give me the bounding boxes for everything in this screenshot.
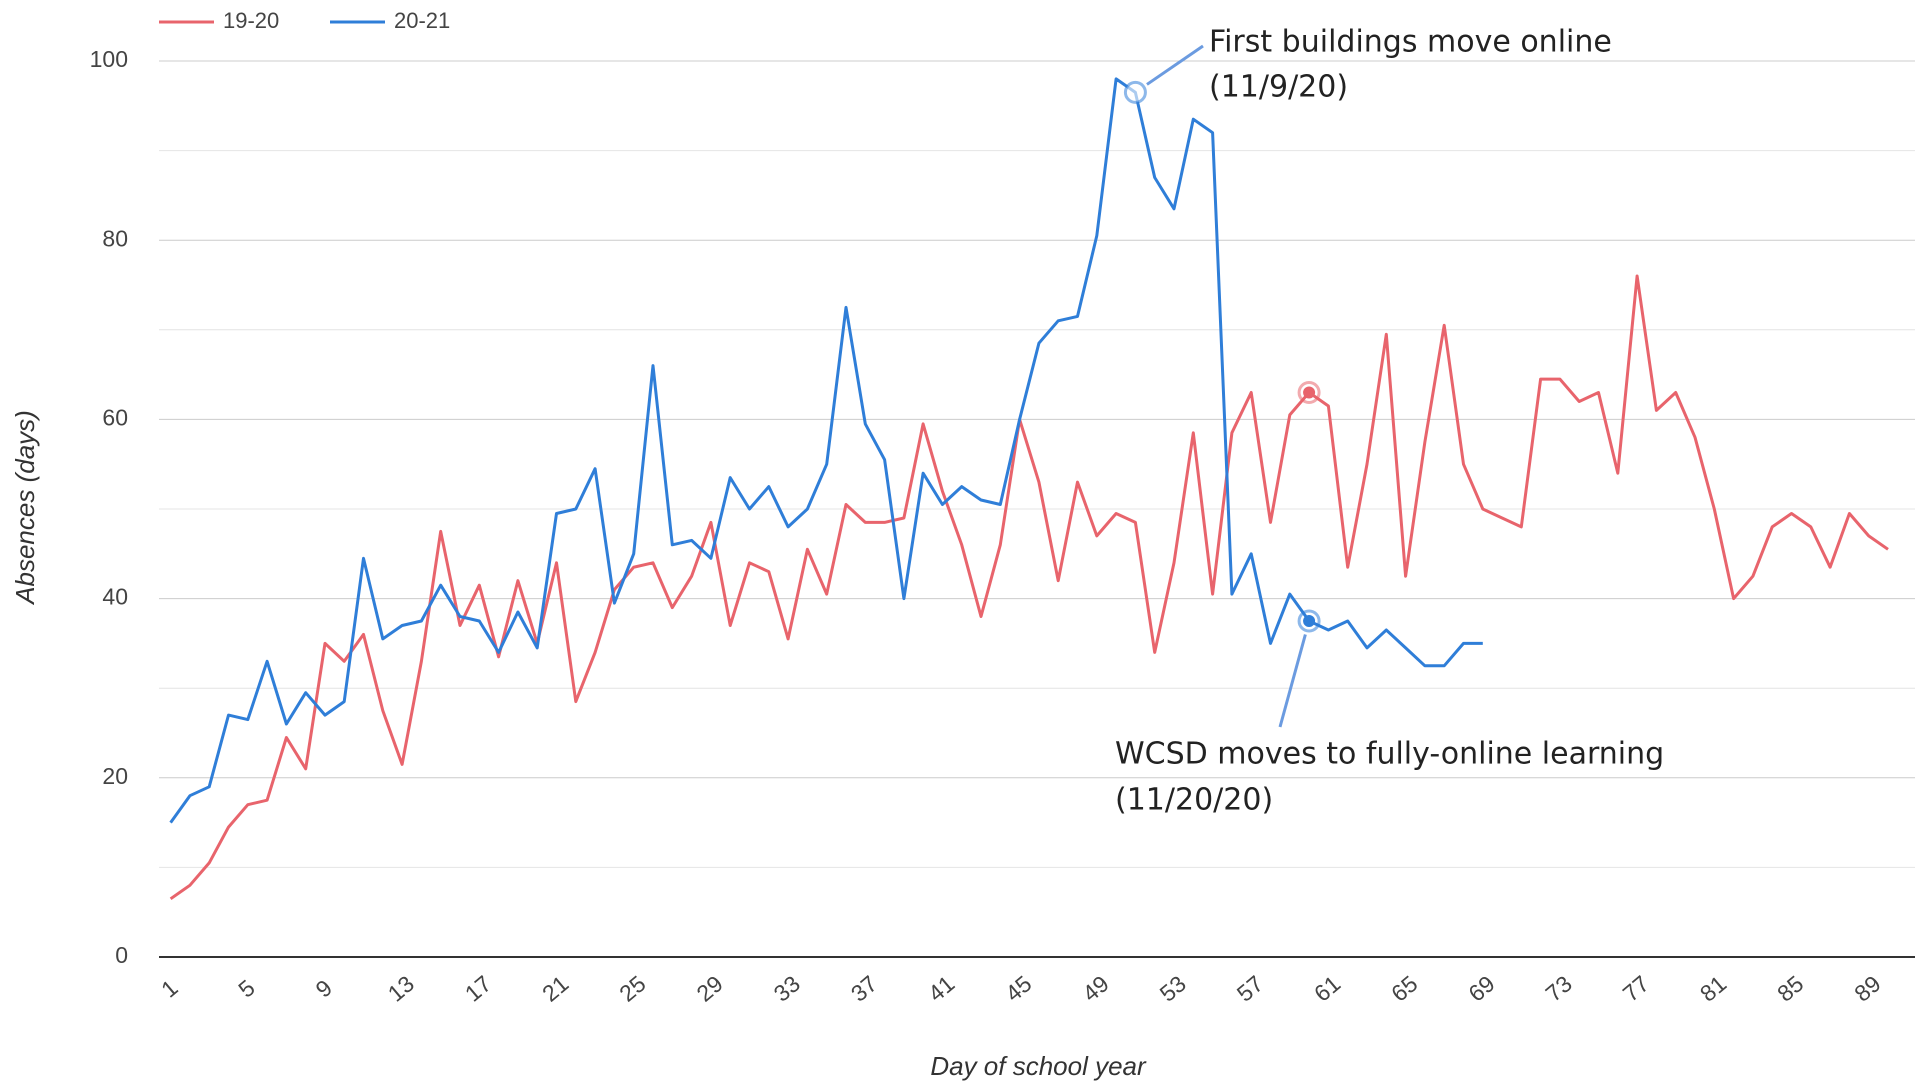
x-tick-label: 13 (383, 970, 419, 1006)
x-tick-label: 17 (460, 970, 496, 1006)
y-tick-label: 0 (115, 942, 128, 968)
x-axis-label: Day of school year (930, 1051, 1147, 1081)
x-tick-label: 41 (923, 970, 959, 1006)
highlight-ring (1297, 609, 1321, 633)
x-tick-label: 37 (846, 970, 882, 1006)
annotation-text: (11/9/20) (1209, 70, 1348, 105)
x-tick-label: 77 (1618, 970, 1654, 1006)
highlight-ring (1123, 80, 1147, 104)
legend-label: 20-21 (394, 8, 450, 33)
series-line (169, 274, 1889, 901)
x-tick-label: 9 (310, 974, 337, 1002)
x-tick-label: 25 (614, 970, 650, 1006)
x-tick-label: 69 (1463, 970, 1499, 1006)
x-tick-label: 89 (1849, 970, 1885, 1006)
series-line (169, 77, 1483, 824)
annotation-leader (1146, 44, 1204, 86)
x-tick-label: 49 (1077, 970, 1113, 1006)
annotation-text: (11/20/20) (1115, 783, 1273, 818)
y-axis-label: Absences (days) (10, 410, 40, 606)
x-tick-label: 85 (1772, 970, 1808, 1006)
annotation-leader (1278, 634, 1307, 728)
x-tick-label: 81 (1695, 970, 1731, 1006)
highlight-dot (1303, 386, 1316, 399)
annotation-text: First buildings move online (1209, 25, 1612, 60)
x-tick-label: 57 (1232, 970, 1268, 1006)
x-tick-label: 45 (1000, 970, 1036, 1006)
y-tick-label: 20 (102, 763, 128, 789)
x-tick-label: 29 (691, 970, 727, 1006)
annotation-text: WCSD moves to fully-online learning (1115, 737, 1664, 772)
x-tick-label: 33 (769, 970, 805, 1006)
highlight-ring (1297, 381, 1321, 405)
x-tick-label: 1 (156, 974, 183, 1002)
x-tick-label: 61 (1309, 970, 1345, 1006)
y-tick-label: 60 (102, 404, 128, 430)
y-tick-label: 80 (102, 225, 128, 251)
x-tick-label: 65 (1386, 970, 1422, 1006)
y-tick-label: 40 (102, 584, 128, 610)
x-tick-label: 53 (1155, 970, 1191, 1006)
x-tick-label: 5 (233, 974, 260, 1002)
highlight-dot (1303, 615, 1316, 627)
x-tick-label: 73 (1541, 970, 1577, 1006)
x-tick-label: 21 (537, 970, 573, 1006)
y-tick-label: 100 (90, 46, 128, 72)
legend-label: 19-20 (223, 8, 279, 33)
